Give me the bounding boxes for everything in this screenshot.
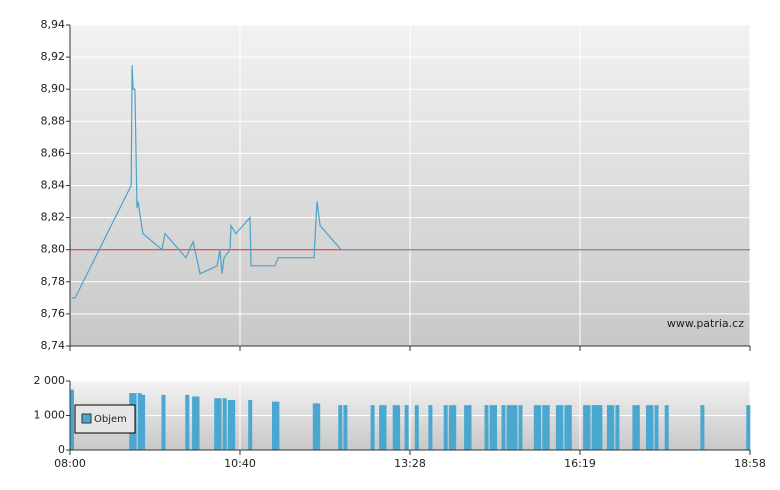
volume-bar: [248, 399, 253, 450]
volume-bar: [217, 398, 222, 450]
volume-bar: [586, 405, 591, 450]
volume-bar: [493, 405, 497, 450]
volume-bar: [448, 405, 453, 450]
volume-bar: [632, 405, 637, 450]
volume-bar: [542, 405, 547, 450]
volume-bar: [467, 405, 472, 450]
y-tick-label: 1 000: [34, 409, 66, 422]
volume-bar: [338, 405, 343, 450]
volume-bar: [227, 399, 232, 450]
volume-bar: [443, 405, 448, 450]
volume-bar: [506, 405, 511, 450]
volume-bar: [396, 405, 401, 450]
volume-bar: [545, 405, 550, 450]
volume-bar: [635, 405, 640, 450]
legend: Objem: [74, 404, 136, 434]
volume-bar: [192, 396, 197, 450]
volume-bar: [464, 405, 469, 450]
y-tick-label: 8,82: [41, 211, 66, 224]
volume-bar: [501, 405, 506, 450]
x-tick-label: 18:58: [734, 457, 766, 470]
volume-bar: [564, 405, 569, 450]
y-tick-label: 8,74: [41, 339, 66, 352]
y-tick-label: 0: [58, 443, 65, 456]
volume-bar: [70, 389, 74, 450]
volume-bar: [533, 405, 538, 450]
volume-bar: [664, 405, 669, 450]
volume-bar: [583, 405, 588, 450]
volume-bar: [649, 405, 654, 450]
volume-bar: [343, 405, 348, 450]
volume-bar: [591, 405, 596, 450]
volume-bar: [559, 405, 564, 450]
volume-bar: [700, 405, 705, 450]
y-tick-label: 8,94: [41, 18, 66, 31]
volume-bar: [316, 403, 321, 450]
volume-bar: [185, 394, 190, 450]
volume-bar: [222, 398, 227, 450]
volume-bar: [567, 405, 572, 450]
y-tick-label: 8,76: [41, 307, 66, 320]
volume-bar: [231, 399, 236, 450]
volume-bar: [275, 401, 280, 450]
volume-bar: [654, 405, 659, 450]
volume-bar: [382, 405, 387, 450]
volume-bar: [404, 405, 409, 450]
volume-bar: [214, 398, 219, 450]
volume-bar: [484, 405, 489, 450]
volume-bar: [555, 405, 560, 450]
legend-label: Objem: [94, 414, 127, 425]
volume-bar: [489, 405, 494, 450]
x-tick-label: 08:00: [54, 457, 86, 470]
volume-bar: [746, 405, 751, 450]
volume-bar: [379, 405, 384, 450]
volume-bar: [610, 405, 615, 450]
x-tick-label: 16:19: [564, 457, 596, 470]
volume-bar: [646, 405, 650, 450]
y-tick-label: 8,78: [41, 275, 66, 288]
volume-bar: [370, 405, 375, 450]
x-tick-label: 10:40: [224, 457, 256, 470]
volume-bar: [452, 405, 457, 450]
volume-bar: [137, 393, 142, 450]
watermark: www.patria.cz: [667, 317, 744, 330]
y-tick-label: 8,92: [41, 50, 66, 63]
volume-bar: [428, 405, 433, 450]
y-tick-label: 8,84: [41, 179, 66, 192]
y-tick-label: 2 000: [34, 374, 66, 387]
y-tick-label: 8,90: [41, 82, 66, 95]
volume-bar: [513, 405, 518, 450]
volume-bar: [537, 405, 542, 450]
volume-bar: [161, 394, 166, 450]
volume-bar: [615, 405, 620, 450]
y-tick-label: 8,88: [41, 114, 66, 127]
volume-bar: [510, 405, 514, 450]
volume-bar: [414, 405, 419, 450]
volume-bar: [195, 396, 200, 450]
volume-bar: [595, 405, 599, 450]
volume-bar: [392, 405, 397, 450]
price-line: [71, 65, 750, 299]
x-tick-label: 13:28: [394, 457, 426, 470]
volume-bar: [312, 403, 317, 450]
volume-bar: [518, 405, 523, 450]
volume-bar: [598, 405, 603, 450]
y-tick-label: 8,80: [41, 243, 66, 256]
volume-bar: [272, 401, 276, 450]
y-tick-label: 8,86: [41, 146, 66, 159]
volume-bar: [606, 405, 611, 450]
legend-swatch: [81, 413, 92, 424]
volume-bar: [141, 394, 146, 450]
